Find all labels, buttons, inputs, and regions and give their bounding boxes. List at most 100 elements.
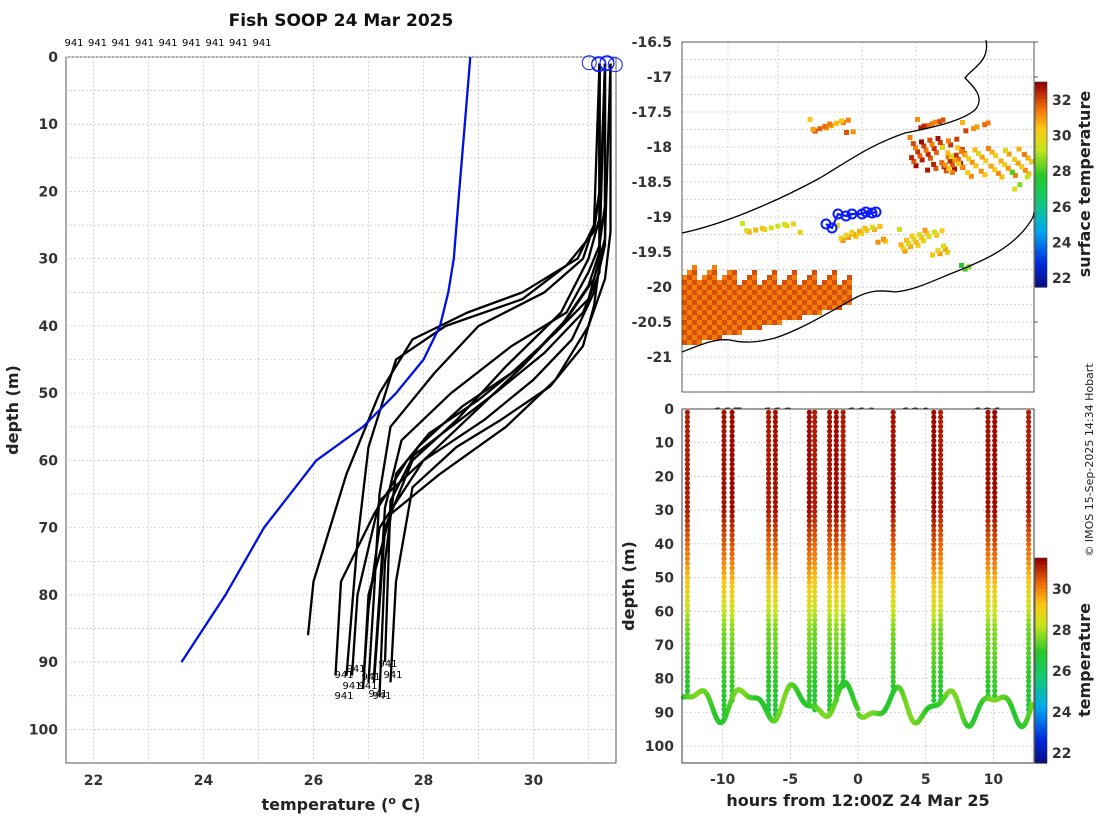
sst-pixel [1016, 146, 1022, 152]
colorbar-segment [1035, 95, 1047, 100]
sst-pixel [911, 236, 917, 242]
cast-dot [721, 490, 727, 496]
surface-marker [599, 56, 615, 72]
cast-dot [729, 419, 735, 425]
cast-dot [938, 551, 944, 557]
y-tick-label: 70 [39, 521, 59, 537]
cast-dot [938, 513, 944, 519]
colorbar-segment [1035, 109, 1047, 114]
cast-dot [766, 457, 772, 463]
cast-dot [827, 674, 833, 680]
sst-pixel [1017, 182, 1023, 188]
colorbar-segment [1035, 218, 1047, 223]
cast-dot [992, 428, 998, 434]
sst-pixel [712, 335, 717, 340]
cast-dot [985, 461, 991, 467]
sst-pixel [937, 140, 943, 146]
colorbar-segment [1035, 636, 1047, 641]
colorbar-segment [1035, 704, 1047, 709]
cast-dot [890, 485, 896, 491]
cast-dot [772, 452, 779, 458]
sst-pixel [717, 320, 722, 325]
cast-dot [985, 622, 991, 628]
sst-pixel [926, 234, 932, 239]
cast-dot [840, 485, 846, 491]
cast-dot [806, 513, 812, 519]
cast-dot [772, 589, 779, 595]
cast-dot [772, 593, 779, 600]
cast-dot [840, 409, 846, 415]
profile-line [361, 63, 612, 690]
cast-dot [772, 565, 779, 571]
cast-dot [992, 480, 998, 486]
cast-dot [833, 447, 839, 453]
cast-dot [931, 683, 937, 689]
sst-pixel [1021, 151, 1027, 157]
sst-pixel [762, 320, 767, 325]
cast-dot [992, 608, 998, 614]
cast-dot [812, 664, 818, 670]
sst-pixel [837, 305, 842, 310]
cast-dot [684, 490, 691, 496]
colorbar-segment [1035, 191, 1047, 196]
cast-dot [729, 560, 735, 567]
sst-pixel [712, 290, 717, 295]
sst-pixel [834, 120, 839, 126]
sst-pixel [921, 238, 926, 244]
sst-pixel [732, 280, 737, 285]
cast-dot [827, 423, 833, 430]
sst-pixel [939, 160, 945, 166]
cast-dot [684, 678, 691, 685]
cast-dot [772, 485, 779, 491]
cast-dot [772, 579, 779, 585]
sst-pixel [945, 249, 950, 255]
section-temperature-dots [680, 409, 1035, 730]
sst-pixel [842, 285, 847, 290]
cast-dot [806, 466, 812, 472]
sst-pixel [747, 310, 752, 315]
sst-pixel [697, 305, 702, 310]
cast-dot [772, 659, 779, 666]
cast-dot [806, 447, 812, 453]
cast-dot [938, 636, 944, 642]
sst-pixel [827, 121, 833, 127]
cast-dot [890, 678, 896, 685]
cast-dot [806, 612, 812, 618]
sst-pixel [792, 295, 797, 300]
cast-dot [721, 617, 727, 623]
cast-dot [833, 508, 839, 515]
colorbar-segment [1035, 88, 1047, 93]
cast-dot [772, 532, 779, 538]
cast-dot [772, 664, 779, 670]
cast-dot [992, 518, 998, 524]
cast-dot [827, 428, 833, 434]
cast-dot [827, 494, 833, 500]
sst-pixel [973, 163, 979, 169]
sst-pixel [697, 330, 702, 335]
sst-pixel [697, 290, 702, 295]
sst-pixel [985, 145, 991, 151]
sst-pixel [847, 275, 852, 280]
cast-dot [806, 527, 812, 534]
cast-dot [938, 608, 944, 614]
colorbar-tick-label: 28 [1052, 623, 1071, 639]
cast-dot [840, 527, 846, 534]
cast-dot [1026, 570, 1032, 576]
colorbar-segment [1035, 629, 1047, 634]
sst-pixel [782, 315, 787, 320]
cast-dot [684, 598, 691, 604]
sst-pixel [732, 310, 737, 315]
cast-dot [931, 546, 937, 552]
sst-pixel [802, 310, 807, 315]
cast-dot [931, 428, 937, 434]
cast-dot [938, 485, 944, 491]
sst-pixel [827, 290, 832, 295]
cast-dot [721, 438, 727, 444]
colorbar-segment [1035, 571, 1047, 576]
cast-dot [992, 626, 998, 633]
cast-dot [684, 504, 691, 510]
cast-dot [766, 438, 772, 444]
sst-pixel [945, 150, 951, 156]
cast-dot [806, 636, 812, 642]
